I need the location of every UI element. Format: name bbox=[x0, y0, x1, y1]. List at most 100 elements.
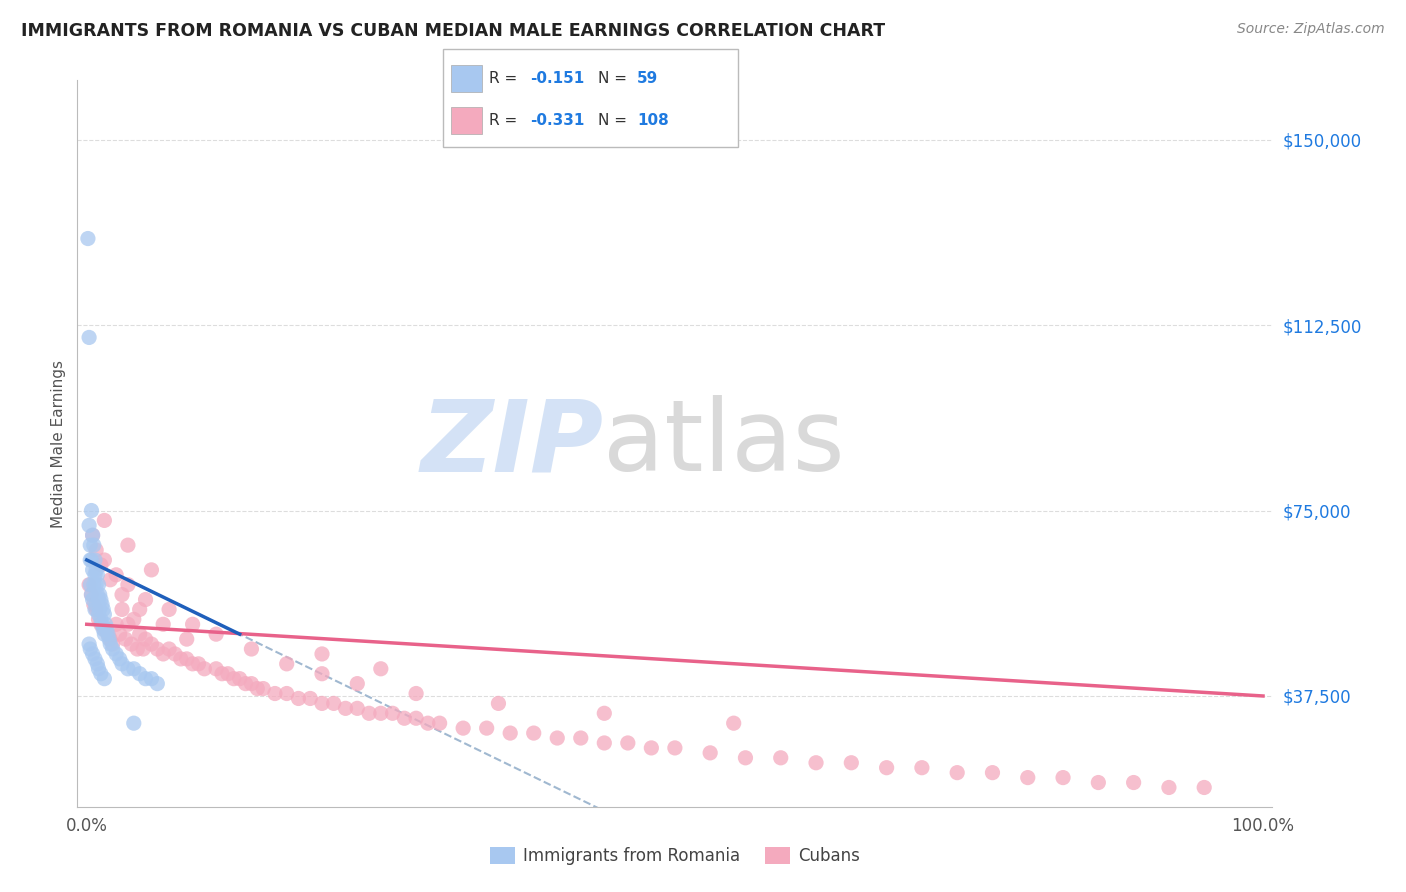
Point bbox=[114, 632, 136, 646]
Point bbox=[135, 672, 157, 686]
Text: IMMIGRANTS FROM ROMANIA VS CUBAN MEDIAN MALE EARNINGS CORRELATION CHART: IMMIGRANTS FROM ROMANIA VS CUBAN MEDIAN … bbox=[21, 22, 886, 40]
Point bbox=[117, 617, 139, 632]
Point bbox=[132, 642, 155, 657]
Point bbox=[287, 691, 309, 706]
Point bbox=[98, 637, 121, 651]
Point bbox=[181, 657, 204, 671]
Point bbox=[235, 676, 257, 690]
Point bbox=[79, 553, 101, 567]
Point bbox=[152, 647, 174, 661]
Point bbox=[357, 706, 380, 721]
Point bbox=[84, 598, 107, 612]
Point bbox=[91, 598, 114, 612]
Point bbox=[1017, 771, 1039, 785]
Point bbox=[79, 578, 101, 592]
Point bbox=[84, 553, 107, 567]
Point bbox=[94, 617, 117, 632]
Point bbox=[128, 666, 150, 681]
Point bbox=[488, 697, 510, 711]
Point bbox=[246, 681, 269, 696]
Point bbox=[1192, 780, 1215, 795]
Point bbox=[93, 622, 115, 636]
Point bbox=[93, 672, 115, 686]
Point bbox=[876, 761, 898, 775]
Point bbox=[135, 632, 157, 646]
Point bbox=[117, 538, 139, 552]
Point bbox=[405, 686, 427, 700]
Point bbox=[98, 632, 121, 646]
Point bbox=[84, 567, 107, 582]
Point bbox=[82, 592, 104, 607]
Point bbox=[86, 567, 108, 582]
Point bbox=[91, 602, 114, 616]
Point bbox=[86, 657, 108, 671]
Point bbox=[97, 627, 120, 641]
Point bbox=[146, 642, 169, 657]
Point bbox=[111, 602, 134, 616]
Point bbox=[108, 627, 131, 641]
Point bbox=[98, 632, 121, 646]
Point bbox=[1122, 775, 1144, 789]
Point bbox=[804, 756, 827, 770]
Point bbox=[90, 558, 112, 572]
Point bbox=[79, 642, 101, 657]
Point bbox=[93, 607, 115, 622]
Point bbox=[222, 672, 245, 686]
Point bbox=[80, 588, 103, 602]
Point bbox=[87, 592, 110, 607]
Point bbox=[205, 627, 228, 641]
Point bbox=[82, 528, 104, 542]
Point bbox=[523, 726, 546, 740]
Point bbox=[98, 573, 121, 587]
Point bbox=[111, 588, 134, 602]
Point bbox=[839, 756, 862, 770]
Point bbox=[117, 578, 139, 592]
Point bbox=[77, 578, 100, 592]
Point bbox=[93, 513, 115, 527]
Point bbox=[141, 637, 163, 651]
Point bbox=[451, 721, 474, 735]
Point bbox=[90, 666, 112, 681]
Text: Source: ZipAtlas.com: Source: ZipAtlas.com bbox=[1237, 22, 1385, 37]
Point bbox=[77, 637, 100, 651]
Text: -0.151: -0.151 bbox=[530, 71, 585, 86]
Point bbox=[89, 588, 111, 602]
Point bbox=[1052, 771, 1074, 785]
Point bbox=[77, 518, 100, 533]
Point bbox=[252, 681, 274, 696]
Point bbox=[93, 627, 115, 641]
Point bbox=[87, 607, 110, 622]
Point bbox=[122, 662, 145, 676]
Point bbox=[122, 716, 145, 731]
Text: -0.331: -0.331 bbox=[530, 113, 585, 128]
Point bbox=[546, 731, 568, 745]
Point bbox=[734, 751, 756, 765]
Point bbox=[90, 592, 112, 607]
Point bbox=[346, 701, 368, 715]
Point bbox=[90, 612, 112, 626]
Point bbox=[93, 553, 115, 567]
Y-axis label: Median Male Earnings: Median Male Earnings bbox=[51, 359, 66, 528]
Point bbox=[593, 736, 616, 750]
Point bbox=[87, 662, 110, 676]
Point bbox=[311, 697, 333, 711]
Text: 59: 59 bbox=[637, 71, 658, 86]
Text: atlas: atlas bbox=[603, 395, 845, 492]
Legend: Immigrants from Romania, Cubans: Immigrants from Romania, Cubans bbox=[482, 840, 868, 871]
Point bbox=[111, 657, 134, 671]
Point bbox=[117, 662, 139, 676]
Point bbox=[135, 592, 157, 607]
Point bbox=[664, 740, 686, 755]
Point bbox=[163, 647, 186, 661]
Point bbox=[127, 642, 149, 657]
Point bbox=[101, 642, 124, 657]
Text: N =: N = bbox=[598, 113, 627, 128]
Point bbox=[84, 602, 107, 616]
Text: 108: 108 bbox=[637, 113, 669, 128]
Point bbox=[946, 765, 969, 780]
Point bbox=[176, 632, 198, 646]
Point bbox=[97, 627, 120, 641]
Point bbox=[240, 642, 263, 657]
Text: ZIP: ZIP bbox=[420, 395, 603, 492]
Point bbox=[80, 553, 103, 567]
